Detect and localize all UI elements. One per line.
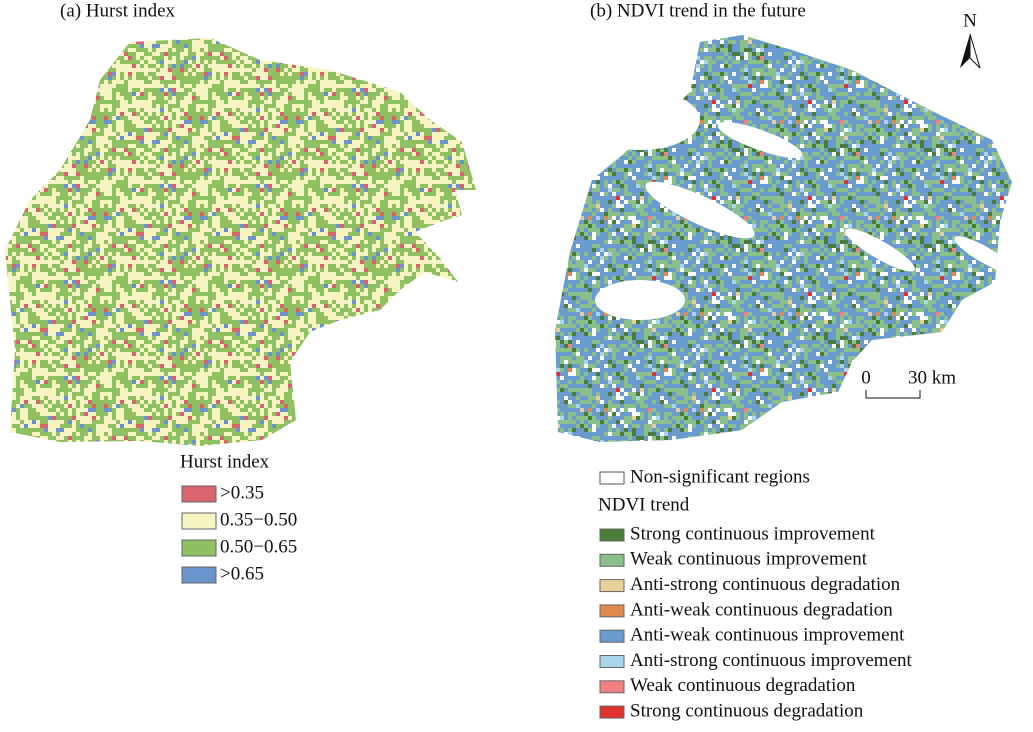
legend-swatch <box>599 629 625 643</box>
legend-swatch <box>599 471 625 485</box>
legend-swatch <box>181 539 217 557</box>
north-label: N <box>963 10 977 31</box>
map-a-raster <box>5 38 476 446</box>
legend-swatch <box>181 512 217 530</box>
legend-swatch <box>599 604 625 618</box>
legend-swatch <box>599 579 625 593</box>
gap <box>595 280 685 320</box>
legend-label: 0.35−0.50 <box>220 509 297 530</box>
legend-swatch <box>181 566 217 584</box>
scale-bar <box>865 390 921 399</box>
gap <box>645 181 755 239</box>
legend-swatch <box>599 680 625 694</box>
legend-note: Non-significant regions <box>630 466 810 487</box>
legend-label: Weak continuous improvement <box>630 549 868 570</box>
legend-title: Hurst index <box>180 451 270 472</box>
gap <box>717 121 803 159</box>
legend-label: >0.35 <box>220 482 264 503</box>
legend-swatch <box>599 655 625 668</box>
legend-label: Strong continuous degradation <box>630 700 864 721</box>
legend-swatch <box>599 705 625 719</box>
north-arrow: N <box>960 10 981 69</box>
legend-label: Weak continuous degradation <box>630 675 856 696</box>
scale-label: 30 km <box>908 367 956 388</box>
legend-swatch <box>599 528 625 542</box>
gap <box>845 228 915 272</box>
legend-label: Anti-weak continuous degradation <box>630 599 893 620</box>
legend-label: >0.65 <box>220 563 264 584</box>
arrow-half <box>969 33 981 69</box>
map-a <box>5 38 476 446</box>
legend-label: 0.50−0.65 <box>220 536 297 557</box>
legend-label: Anti-strong continuous degradation <box>630 574 901 595</box>
legend-label: Strong continuous improvement <box>630 523 876 544</box>
legend-swatch <box>181 485 217 503</box>
legend-title: NDVI trend <box>598 494 690 515</box>
gap <box>580 90 700 150</box>
panel-title: (a) Hurst index <box>60 0 176 21</box>
scale-label: 0 <box>861 367 871 388</box>
legend-label: Anti-weak continuous improvement <box>630 625 905 646</box>
panel-title: (b) NDVI trend in the future <box>590 0 806 21</box>
arrow-half <box>960 34 970 68</box>
legend-swatch <box>599 553 625 567</box>
legend-label: Anti-strong continuous improvement <box>630 650 913 671</box>
